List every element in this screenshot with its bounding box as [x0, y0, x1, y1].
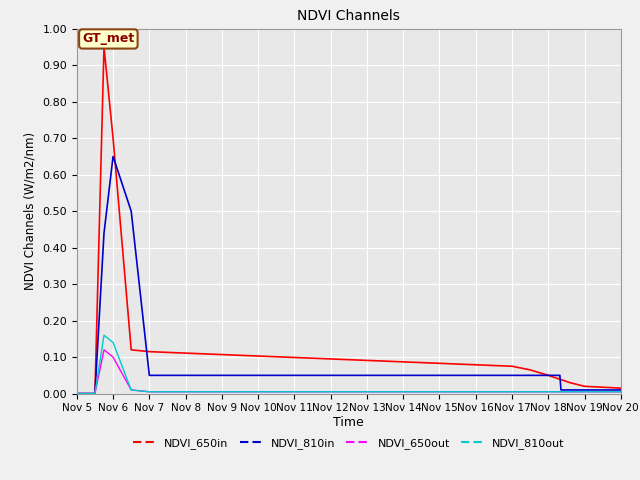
Title: NDVI Channels: NDVI Channels: [298, 10, 400, 24]
NDVI_810in: [363, 372, 371, 378]
NDVI_810out: [617, 389, 625, 395]
NDVI_650in: [291, 355, 298, 360]
NDVI_810out: [109, 340, 117, 346]
NDVI_650in: [526, 367, 534, 373]
NDVI_810in: [327, 372, 335, 378]
Line: NDVI_650out: NDVI_650out: [77, 350, 621, 394]
NDVI_810in: [291, 372, 298, 378]
Text: GT_met: GT_met: [82, 33, 134, 46]
NDVI_650out: [182, 389, 189, 395]
NDVI_810in: [545, 372, 552, 378]
NDVI_650in: [508, 363, 516, 369]
NDVI_810in: [127, 208, 135, 214]
NDVI_650in: [363, 358, 371, 363]
NDVI_810in: [556, 372, 564, 378]
Line: NDVI_810out: NDVI_810out: [77, 335, 621, 394]
Line: NDVI_650in: NDVI_650in: [77, 47, 621, 394]
NDVI_810out: [127, 387, 135, 393]
NDVI_650in: [73, 391, 81, 396]
NDVI_650in: [91, 391, 99, 396]
NDVI_810in: [100, 230, 108, 236]
NDVI_810in: [218, 372, 226, 378]
NDVI_650in: [545, 372, 552, 378]
NDVI_810in: [556, 372, 563, 378]
NDVI_810in: [617, 387, 625, 393]
NDVI_810out: [182, 389, 189, 395]
Legend: NDVI_650in, NDVI_810in, NDVI_650out, NDVI_810out: NDVI_650in, NDVI_810in, NDVI_650out, NDV…: [129, 434, 569, 454]
NDVI_810in: [508, 372, 516, 378]
NDVI_810in: [436, 372, 444, 378]
NDVI_810in: [109, 154, 117, 159]
NDVI_810in: [254, 372, 262, 378]
NDVI_810in: [399, 372, 407, 378]
X-axis label: Time: Time: [333, 416, 364, 429]
NDVI_650in: [617, 385, 625, 391]
NDVI_650out: [127, 387, 135, 393]
NDVI_650in: [556, 376, 563, 382]
NDVI_810out: [145, 389, 153, 395]
NDVI_650in: [327, 356, 335, 362]
NDVI_650in: [109, 135, 117, 141]
NDVI_810out: [91, 391, 99, 396]
NDVI_650in: [472, 362, 479, 368]
NDVI_650out: [100, 347, 108, 353]
NDVI_650out: [91, 391, 99, 396]
NDVI_650in: [254, 353, 262, 359]
NDVI_810out: [73, 391, 81, 396]
NDVI_650in: [399, 359, 407, 365]
NDVI_810in: [91, 391, 99, 396]
Y-axis label: NDVI Channels (W/m2/nm): NDVI Channels (W/m2/nm): [24, 132, 36, 290]
NDVI_810in: [73, 391, 81, 396]
NDVI_810in: [145, 372, 153, 378]
NDVI_650in: [218, 352, 226, 358]
NDVI_650out: [617, 389, 625, 395]
NDVI_810out: [100, 332, 108, 338]
NDVI_650in: [566, 380, 574, 385]
NDVI_650in: [436, 360, 444, 366]
NDVI_650out: [109, 354, 117, 360]
NDVI_650out: [218, 389, 226, 395]
NDVI_650in: [127, 347, 135, 353]
NDVI_650in: [182, 350, 189, 356]
NDVI_810in: [472, 372, 479, 378]
NDVI_650out: [73, 391, 81, 396]
NDVI_650in: [145, 349, 153, 355]
NDVI_650in: [580, 384, 588, 389]
NDVI_650out: [145, 389, 153, 395]
Line: NDVI_810in: NDVI_810in: [77, 156, 621, 394]
NDVI_810in: [526, 372, 534, 378]
NDVI_810in: [182, 372, 189, 378]
NDVI_810out: [218, 389, 226, 395]
NDVI_650in: [100, 44, 108, 50]
NDVI_810in: [557, 387, 564, 393]
